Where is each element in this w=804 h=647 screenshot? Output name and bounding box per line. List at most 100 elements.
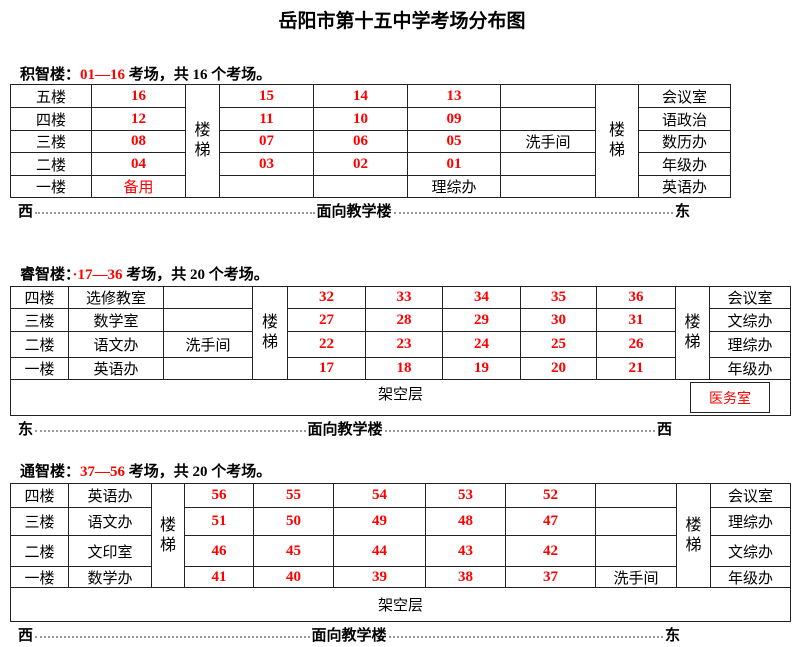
room-cell: 会议室 (638, 84, 731, 108)
dotted-line (393, 211, 673, 214)
exam-room-cell: 04 (91, 152, 186, 176)
exam-room-cell: 09 (407, 107, 501, 131)
stairwell-label: 楼梯 (160, 516, 177, 554)
room-cell: 理综办 (407, 175, 501, 198)
exam-room-cell: 05 (407, 130, 501, 153)
exam-room-cell: 29 (442, 308, 521, 332)
dotted-line (35, 429, 306, 432)
stairwell-label: 楼梯 (684, 314, 701, 351)
stairwell: 楼梯 (595, 84, 639, 198)
exam-room-cell: 42 (505, 535, 596, 567)
dotted-line (384, 429, 655, 432)
stairwell-label: 楼梯 (194, 122, 211, 159)
floor-label: 一楼 (10, 566, 69, 588)
floor-label: 五楼 (10, 84, 92, 108)
exam-room-cell: 03 (219, 152, 314, 176)
exam-room-cell: 56 (184, 483, 254, 508)
direction-left: 东 (18, 422, 34, 438)
stairwell: 楼梯 (252, 286, 288, 380)
floor-label: 二楼 (10, 331, 69, 358)
floor-label: 四楼 (10, 107, 92, 131)
exam-room-cell: 24 (442, 331, 521, 358)
room-cell: 洗手间 (163, 331, 253, 358)
room-cell: 语政治 (638, 107, 731, 131)
empty-cell (595, 483, 677, 508)
clinic-room: 医务室 (690, 382, 770, 413)
room-cell: 数历办 (638, 130, 731, 153)
direction-right: 东 (665, 628, 681, 644)
exam-room-cell: 27 (287, 308, 366, 332)
floor-label: 三楼 (10, 507, 69, 536)
exam-room-cell: 34 (442, 286, 521, 309)
exam-room-cell: 30 (520, 308, 597, 332)
empty-cell (163, 357, 253, 380)
building-header: 睿智楼：·17—36 考场，共 20 个考场。 (20, 263, 269, 284)
exam-room-cell: 15 (219, 84, 314, 108)
room-cell: 英语办 (638, 175, 731, 198)
stairwell: 楼梯 (151, 483, 185, 588)
room-cell: 语文办 (68, 507, 152, 536)
exam-room-cell: 06 (313, 130, 408, 153)
empty-cell (500, 152, 596, 176)
building-header: 积智楼：01—16 考场，共 16 个考场。 (20, 63, 271, 84)
pilotis-label: 架空层 (377, 387, 423, 403)
floor-label: 三楼 (10, 130, 92, 153)
facing-label: 面向教学楼 (316, 204, 392, 220)
exam-room-cell: 36 (596, 286, 676, 309)
empty-cell (500, 84, 596, 108)
room-cell: 会议室 (709, 286, 791, 309)
exam-room-cell: 13 (407, 84, 501, 108)
exam-room-cell: 44 (333, 535, 426, 567)
building-summary: 考场，共 20 个考场。 (122, 267, 269, 283)
floor-label: 三楼 (10, 308, 69, 332)
stairwell: 楼梯 (185, 84, 220, 198)
direction-right: 西 (657, 422, 673, 438)
direction-left: 西 (18, 204, 34, 220)
floor-label: 一楼 (10, 175, 92, 198)
exam-room-cell: 02 (313, 152, 408, 176)
room-cell: 数学办 (68, 566, 152, 588)
exam-room-cell: 40 (253, 566, 334, 588)
room-cell: 英语办 (68, 483, 152, 508)
exam-room-cell: 39 (333, 566, 426, 588)
exam-room-cell: 32 (287, 286, 366, 309)
exam-room-cell: 35 (520, 286, 597, 309)
exam-room-range: 37—56 (80, 464, 126, 480)
room-cell: 年级办 (638, 152, 731, 176)
orientation-line: 西 面向教学楼 东 (18, 200, 690, 221)
room-cell: 洗手间 (500, 130, 596, 153)
exam-room-cell: 45 (253, 535, 334, 567)
empty-cell (595, 535, 677, 567)
room-cell: 选修教室 (68, 286, 164, 309)
exam-room-cell: 25 (520, 331, 597, 358)
exam-room-range: ·17—36 (72, 267, 123, 283)
orientation-line: 东 面向教学楼 西 (18, 418, 672, 439)
room-cell: 文印室 (68, 535, 152, 567)
pilotis-floor: 架空层 (10, 587, 791, 622)
room-cell: 备用 (91, 175, 186, 198)
building-name: 通智楼： (20, 464, 81, 480)
exam-room-cell: 28 (365, 308, 443, 332)
exam-room-cell: 23 (365, 331, 443, 358)
exam-room-cell: 22 (287, 331, 366, 358)
empty-cell (313, 175, 408, 198)
empty-cell (163, 286, 253, 309)
room-cell: 洗手间 (595, 566, 677, 588)
exam-room-cell: 52 (505, 483, 596, 508)
floor-label: 一楼 (10, 357, 69, 380)
pilotis-floor: 架空层 (10, 379, 791, 416)
exam-room-cell: 47 (505, 507, 596, 536)
stairwell: 楼梯 (675, 286, 710, 380)
exam-room-cell: 26 (596, 331, 676, 358)
building-summary: 考场，共 16 个考场。 (125, 67, 272, 83)
exam-room-cell: 46 (184, 535, 254, 567)
building-header: 通智楼：37—56 考场，共 20 个考场。 (20, 460, 271, 481)
building-summary: 考场，共 20 个考场。 (125, 464, 272, 480)
dotted-line (35, 635, 310, 638)
orientation-line: 西 面向教学楼 东 (18, 624, 680, 645)
exam-room-cell: 37 (505, 566, 596, 588)
empty-cell (500, 175, 596, 198)
exam-room-cell: 08 (91, 130, 186, 153)
empty-cell (219, 175, 314, 198)
exam-room-cell: 18 (365, 357, 443, 380)
